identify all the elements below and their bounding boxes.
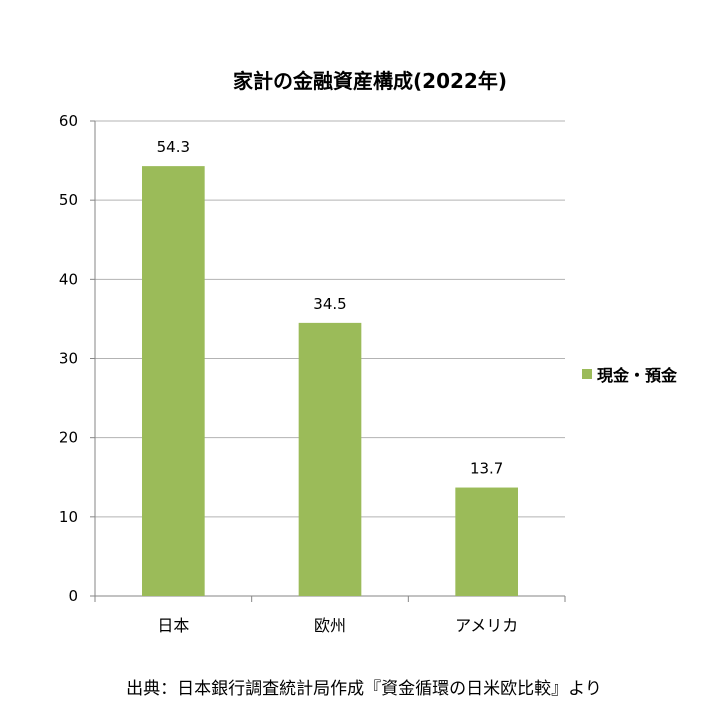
y-tick-label: 0 bbox=[68, 587, 78, 605]
y-tick-label: 30 bbox=[59, 350, 78, 368]
data-label: 34.5 bbox=[313, 295, 346, 313]
y-tick-label: 60 bbox=[59, 112, 78, 130]
source-note: 出典：日本銀行調査統計局作成『資金循環の日米欧比較』より bbox=[126, 679, 602, 699]
y-tick-label: 40 bbox=[59, 270, 78, 288]
y-tick-label: 50 bbox=[59, 191, 78, 209]
chart-title: 家計の金融資産構成(2022年) bbox=[233, 69, 507, 93]
legend-swatch bbox=[582, 369, 592, 379]
x-tick-label: 欧州 bbox=[314, 616, 346, 635]
bar bbox=[298, 322, 362, 596]
x-tick-label: アメリカ bbox=[455, 616, 518, 635]
legend-label: 現金・預金 bbox=[597, 366, 678, 385]
labels: 0 10 20 30 40 50 60 54.3 日本 34.5 欧州 13.7 アメリカ bbox=[59, 112, 518, 635]
data-label: 13.7 bbox=[470, 460, 503, 478]
x-tick-label: 日本 bbox=[157, 616, 189, 635]
bar bbox=[455, 487, 518, 596]
bars bbox=[142, 166, 518, 596]
y-tick-label: 10 bbox=[59, 508, 78, 526]
legend: 現金・預金 bbox=[582, 366, 678, 385]
data-label: 54.3 bbox=[157, 138, 190, 156]
y-tick-label: 20 bbox=[59, 429, 78, 447]
bar bbox=[142, 166, 205, 596]
